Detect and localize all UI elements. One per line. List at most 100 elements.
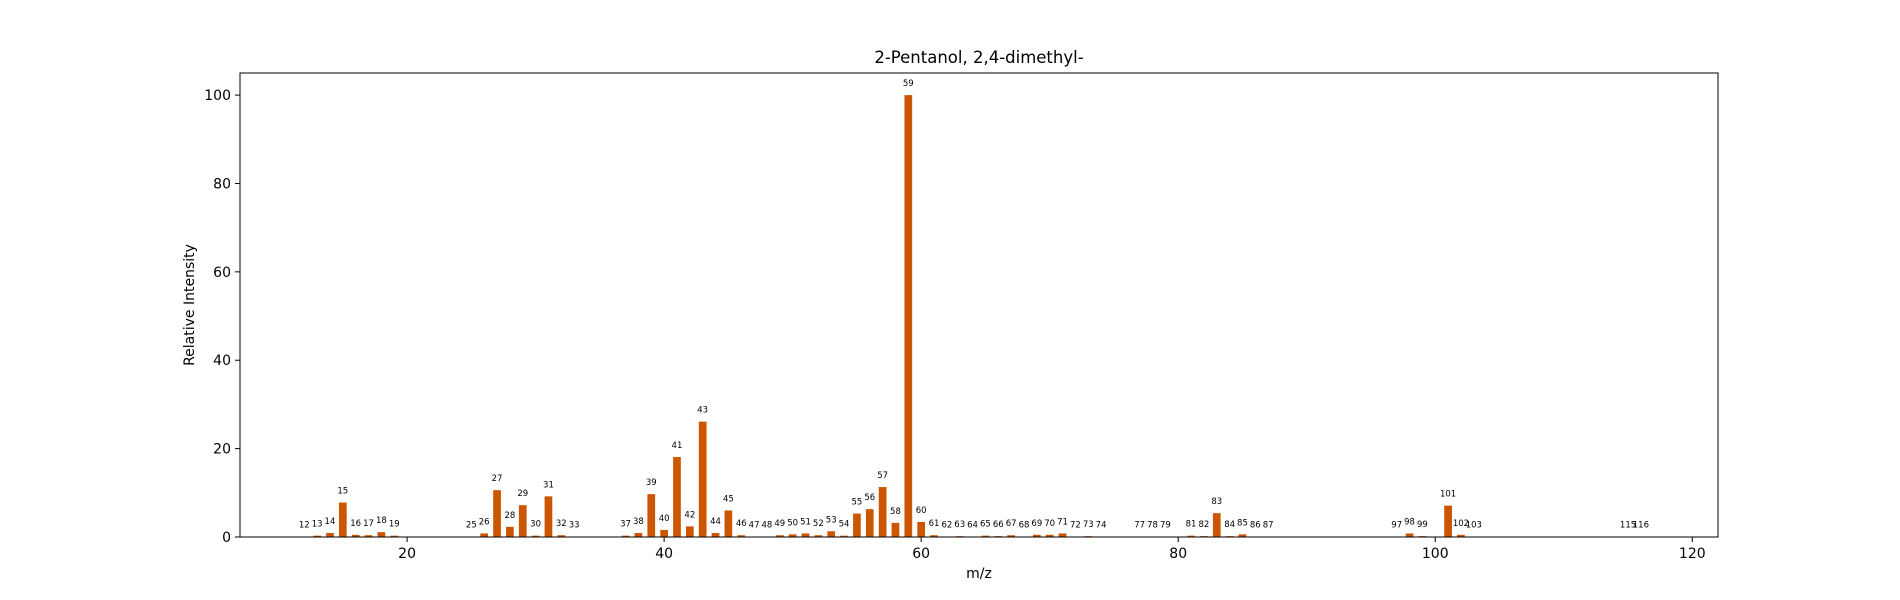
- bar-mz-85: [1238, 534, 1247, 537]
- bar-label-mz-99: 99: [1417, 520, 1428, 530]
- bar-mz-71: [1058, 533, 1067, 537]
- bar-label-mz-19: 19: [389, 520, 400, 530]
- bar-mz-14: [326, 533, 334, 537]
- bar-label-mz-71: 71: [1057, 517, 1068, 527]
- bar-label-mz-72: 72: [1070, 521, 1081, 531]
- chart-title: 2-Pentanol, 2,4-dimethyl-: [874, 48, 1083, 67]
- bar-label-mz-68: 68: [1019, 521, 1030, 531]
- bar-label-mz-52: 52: [813, 519, 824, 529]
- bar-mz-26: [480, 533, 489, 537]
- bar-mz-53: [827, 531, 836, 537]
- bar-label-mz-77: 77: [1134, 521, 1145, 531]
- bar-mz-70: [1045, 534, 1054, 537]
- bar-label-mz-51: 51: [800, 517, 811, 527]
- bar-mz-13: [313, 535, 321, 537]
- bar-label-mz-102: 102: [1453, 519, 1469, 529]
- y-axis-title: Relative Intensity: [182, 244, 198, 366]
- bar-label-mz-48: 48: [762, 521, 773, 531]
- bar-mz-56: [865, 509, 874, 537]
- bar-label-mz-14: 14: [325, 517, 336, 527]
- bar-label-mz-25: 25: [466, 521, 477, 531]
- bar-label-mz-37: 37: [620, 520, 631, 530]
- bar-mz-69: [1032, 534, 1041, 537]
- bar-label-mz-69: 69: [1031, 519, 1042, 529]
- bar-mz-55: [853, 513, 861, 537]
- bar-label-mz-84: 84: [1224, 520, 1235, 530]
- bar-label-mz-82: 82: [1198, 520, 1209, 530]
- bar-mz-42: [685, 526, 694, 537]
- bar-mz-60: [917, 521, 926, 537]
- x-axis: 20 40 60 80 100 120: [398, 537, 1706, 562]
- bar-mz-52: [814, 535, 823, 537]
- bar-label-mz-66: 66: [993, 520, 1004, 530]
- y-tick-label: 100: [204, 88, 231, 104]
- bar-mz-32: [557, 535, 566, 537]
- bar-label-mz-64: 64: [967, 521, 978, 531]
- bar-mz-17: [364, 535, 373, 537]
- y-tick-label: 60: [213, 265, 231, 281]
- bar-label-mz-70: 70: [1044, 519, 1055, 529]
- bar-label-mz-13: 13: [312, 520, 323, 530]
- bar-mz-49: [775, 535, 784, 537]
- y-tick-label: 80: [213, 176, 231, 192]
- bar-mz-31: [544, 496, 553, 537]
- bar-label-mz-78: 78: [1147, 521, 1158, 531]
- bar-label-mz-49: 49: [774, 519, 785, 529]
- bar-mz-19: [390, 535, 399, 537]
- bar-mz-30: [531, 535, 540, 537]
- x-axis-title: m/z: [966, 566, 992, 582]
- bar-label-mz-29: 29: [517, 489, 528, 499]
- x-tick-label: 120: [1679, 546, 1706, 562]
- bar-label-mz-116: 116: [1633, 521, 1649, 531]
- bar-label-mz-31: 31: [543, 480, 554, 490]
- bar-label-mz-87: 87: [1263, 521, 1274, 531]
- bar-label-mz-83: 83: [1211, 497, 1222, 507]
- y-tick-label: 0: [222, 530, 231, 546]
- plot-frame: [239, 72, 1719, 538]
- bar-label-mz-40: 40: [659, 514, 670, 524]
- bars-layer: [300, 95, 1645, 537]
- y-axis: 0 20 40 60 80 100: [204, 88, 240, 546]
- bar-label-mz-41: 41: [672, 441, 683, 451]
- bar-mz-37: [621, 535, 630, 537]
- bar-label-mz-50: 50: [787, 518, 798, 528]
- bar-mz-67: [1007, 535, 1015, 537]
- bar-labels-layer: 12 13 14 15 16 17 18 19 25 26 27 28 29 30 31 32 33 37 38 39…: [299, 79, 1649, 530]
- bar-label-mz-54: 54: [839, 520, 850, 530]
- bar-label-mz-63: 63: [954, 520, 965, 530]
- bar-label-mz-18: 18: [376, 516, 387, 526]
- bar-mz-15: [338, 502, 347, 537]
- x-tick-label: 80: [1169, 546, 1187, 562]
- bar-mz-51: [801, 533, 810, 537]
- bar-label-mz-73: 73: [1083, 520, 1094, 530]
- bar-label-mz-60: 60: [916, 506, 927, 516]
- bar-label-mz-28: 28: [504, 511, 515, 521]
- bar-mz-102: [1457, 534, 1465, 537]
- bar-mz-38: [634, 533, 643, 537]
- bar-mz-44: [711, 533, 720, 537]
- bar-mz-58: [891, 522, 900, 537]
- x-tick-label: 100: [1422, 546, 1449, 562]
- bar-label-mz-103: 103: [1466, 521, 1482, 531]
- bar-label-mz-55: 55: [851, 498, 862, 508]
- bar-mz-101: [1444, 505, 1452, 537]
- bar-label-mz-32: 32: [556, 519, 567, 529]
- bar-label-mz-57: 57: [877, 471, 888, 481]
- x-tick-label: 20: [398, 546, 416, 562]
- bar-label-mz-12: 12: [299, 521, 310, 531]
- bar-label-mz-42: 42: [684, 510, 695, 520]
- bar-label-mz-43: 43: [697, 406, 708, 416]
- bar-mz-45: [724, 510, 733, 537]
- y-tick-label: 40: [213, 353, 231, 369]
- y-tick-label: 20: [213, 442, 231, 458]
- bar-label-mz-46: 46: [736, 519, 747, 529]
- bar-mz-61: [930, 535, 938, 537]
- bar-mz-18: [377, 532, 386, 537]
- bar-mz-59: [904, 95, 913, 537]
- bar-label-mz-74: 74: [1096, 521, 1107, 531]
- bar-label-mz-33: 33: [569, 521, 580, 531]
- bar-mz-40: [660, 529, 668, 537]
- bar-label-mz-30: 30: [530, 520, 541, 530]
